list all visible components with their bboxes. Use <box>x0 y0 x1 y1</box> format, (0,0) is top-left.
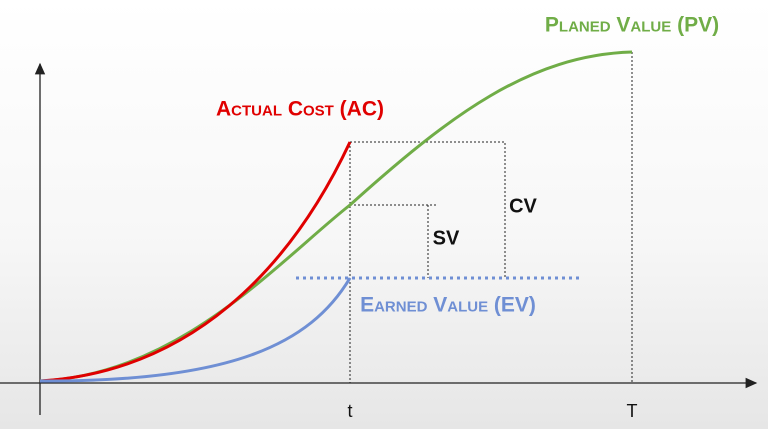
cv-label: CV <box>509 195 537 217</box>
T-label: T <box>627 401 638 421</box>
ev-label: Earned Value (EV) <box>360 294 536 317</box>
pv-curve <box>39 50 633 383</box>
t-label: t <box>347 401 352 421</box>
sv-label: SV <box>433 227 460 249</box>
ev-curve <box>39 277 352 383</box>
ac-label: Actual Cost (AC) <box>216 98 384 121</box>
guide-lines <box>349 52 633 383</box>
pv-label: Planed Value (PV) <box>545 14 719 37</box>
ac-curve <box>39 141 352 383</box>
